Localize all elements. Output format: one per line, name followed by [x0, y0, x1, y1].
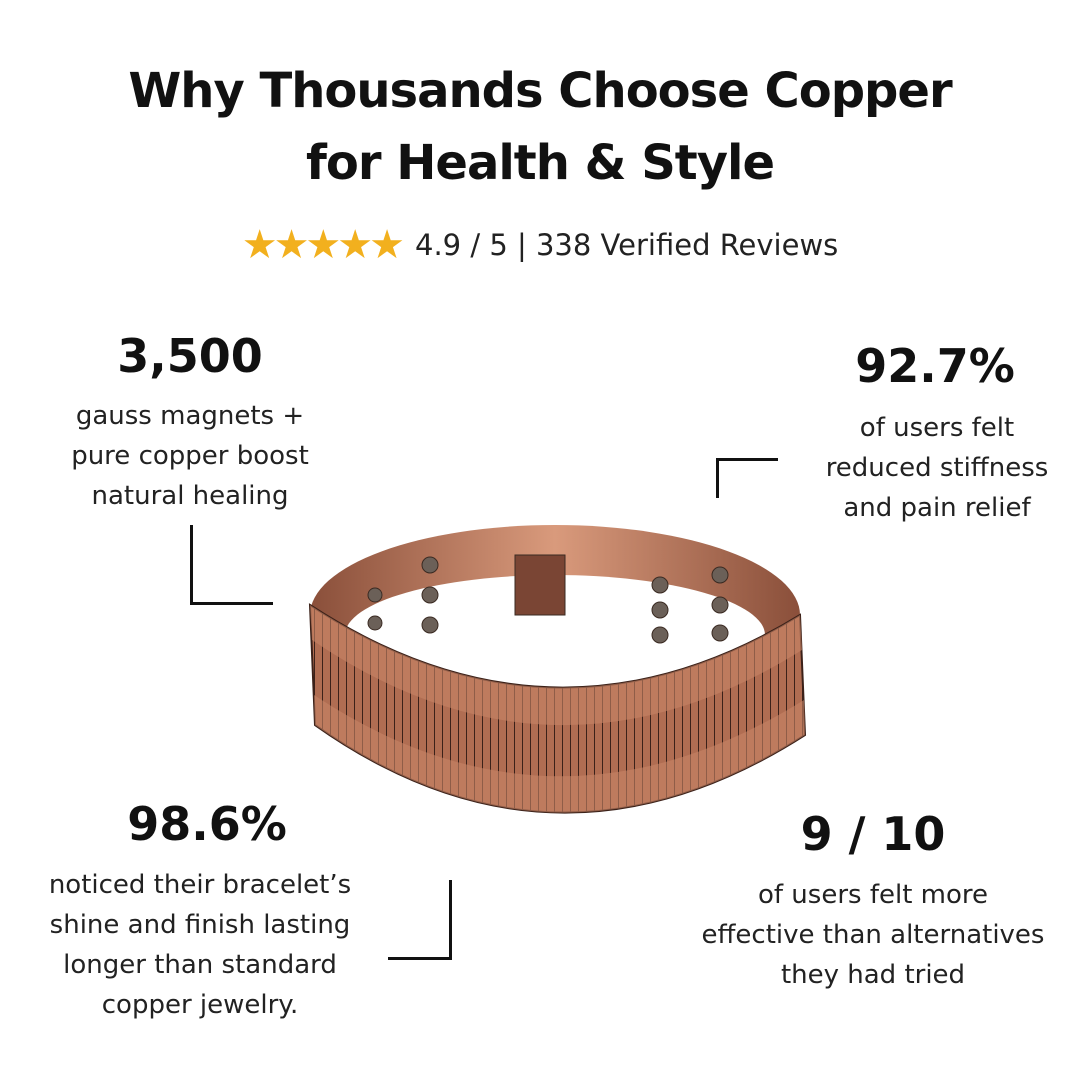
stat-line: copper jewelry. — [101, 990, 299, 1020]
connector-line — [190, 602, 273, 605]
stat-line: of users felt — [859, 413, 1015, 443]
stat-line: longer than standard — [63, 950, 337, 980]
magnet-dots — [367, 556, 729, 644]
copper-bracelet-image — [308, 525, 807, 814]
clasp-icon — [514, 554, 566, 616]
stat-description: of users felt more effective than altern… — [683, 875, 1063, 995]
stat-line: reduced stiffness — [825, 453, 1049, 483]
connector-line — [449, 880, 452, 960]
stat-line: they had tried — [780, 960, 966, 990]
stat-description: noticed their bracelet’s shine and finis… — [20, 865, 380, 1025]
rating-row: ★★★★★ 4.9 / 5 | 338 Verified Reviews — [0, 225, 1080, 265]
stat-line: effective than alternatives — [701, 920, 1045, 950]
stat-effectiveness: 9 / 10 of users felt more effective than… — [683, 806, 1063, 995]
stat-value: 9 / 10 — [800, 807, 946, 861]
stat-line: pure copper boost — [71, 441, 309, 471]
connector-line — [716, 458, 719, 498]
stat-pain-relief: 92.7% of users felt reduced stiffness an… — [780, 338, 1080, 528]
star-rating-icon: ★★★★★ — [241, 222, 405, 268]
rating-text: 4.9 / 5 | 338 Verified Reviews — [415, 228, 839, 262]
stat-line: and pain relief — [843, 493, 1031, 523]
connector-line — [388, 957, 452, 960]
headline: Why Thousands Choose Copper for Health &… — [0, 55, 1080, 199]
connector-line — [190, 525, 193, 605]
stat-line: gauss magnets + — [75, 401, 305, 431]
stat-line: of users felt more — [757, 880, 989, 910]
stat-value: 92.7% — [855, 339, 1015, 393]
headline-line-1: Why Thousands Choose Copper — [128, 63, 952, 119]
stat-gauss: 3,500 gauss magnets + pure copper boost … — [40, 328, 340, 516]
stat-line: noticed their bracelet’s — [48, 870, 352, 900]
connector-line — [716, 458, 778, 461]
stat-value: 98.6% — [127, 797, 287, 851]
stat-line: shine and finish lasting — [49, 910, 351, 940]
stat-description: of users felt reduced stiffness and pain… — [784, 408, 1080, 528]
stat-description: gauss magnets + pure copper boost natura… — [40, 396, 340, 516]
stat-line: natural healing — [91, 481, 289, 511]
stat-value: 3,500 — [117, 329, 263, 383]
headline-line-2: for Health & Style — [305, 135, 775, 191]
stat-finish: 98.6% noticed their bracelet’s shine and… — [20, 796, 380, 1025]
